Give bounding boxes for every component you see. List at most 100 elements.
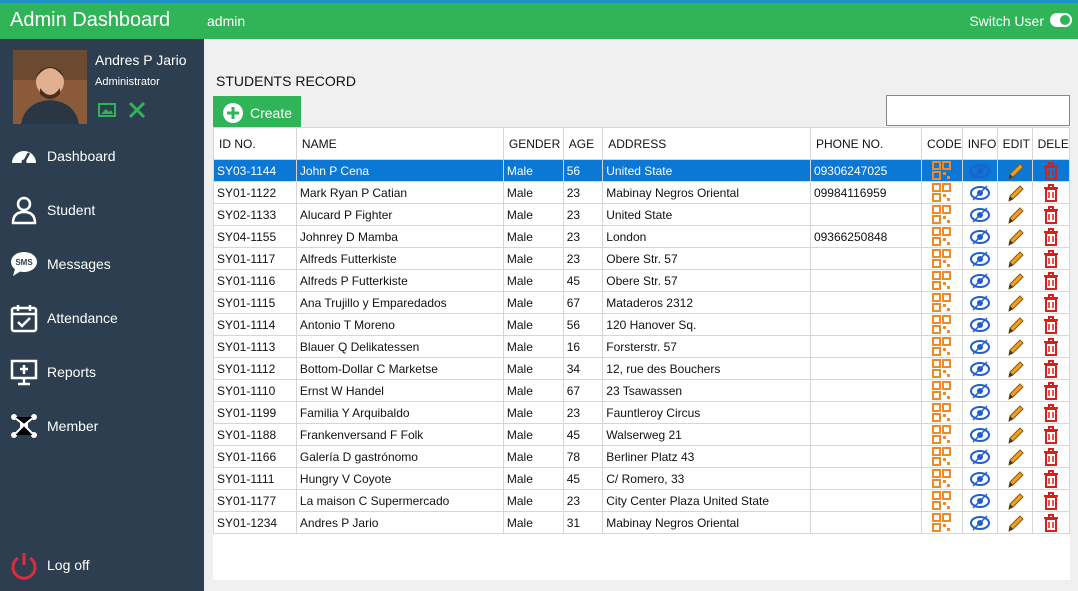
action-cell[interactable] (961, 225, 998, 248)
nav-item[interactable]: Reports (0, 353, 204, 393)
action-cell[interactable] (1031, 467, 1071, 490)
action-cell[interactable] (1031, 159, 1071, 182)
info-icon[interactable] (969, 403, 990, 423)
action-cell[interactable] (996, 313, 1033, 336)
nav-item[interactable]: Student (0, 191, 204, 231)
table-row[interactable]: SY01-1115 Ana Trujillo y Emparedados Male 6… (213, 291, 1071, 314)
profile-actions[interactable] (98, 101, 156, 119)
delete-icon[interactable] (1041, 205, 1061, 225)
nav-label[interactable]: Messages (47, 256, 111, 272)
switch-user[interactable]: Switch User (969, 13, 1044, 29)
table-row[interactable]: SY01-1177 La maison C Supermercado Male 23 C… (213, 489, 1071, 512)
action-cell[interactable] (996, 489, 1033, 512)
action-cell[interactable] (961, 401, 998, 424)
logoff[interactable]: Log off (0, 546, 204, 586)
code-icon[interactable] (931, 270, 952, 291)
code-icon[interactable] (931, 446, 952, 467)
action-cell[interactable] (1031, 401, 1071, 424)
delete-icon[interactable] (1041, 491, 1061, 511)
action-cell[interactable] (921, 225, 963, 248)
action-cell[interactable] (921, 335, 963, 358)
edit-icon[interactable] (1005, 271, 1025, 291)
action-cell[interactable] (996, 467, 1033, 490)
action-cell[interactable] (961, 203, 998, 226)
action-cell[interactable] (996, 247, 1033, 270)
action-cell[interactable] (996, 291, 1033, 314)
delete-icon[interactable] (1041, 381, 1061, 401)
code-icon[interactable] (931, 380, 952, 401)
action-cell[interactable] (961, 291, 998, 314)
table-row[interactable]: SY02-1133 Alucard P Fighter Male 23 United S… (213, 203, 1071, 226)
action-cell[interactable] (921, 445, 963, 468)
edit-icon[interactable] (1005, 381, 1025, 401)
table-row[interactable]: SY01-1112 Bottom-Dollar C Marketse Male 34 1… (213, 357, 1071, 380)
action-cell[interactable] (996, 269, 1033, 292)
action-cell[interactable] (921, 291, 963, 314)
delete-icon[interactable] (1041, 315, 1061, 335)
info-icon[interactable] (969, 491, 990, 511)
action-cell[interactable] (1031, 269, 1071, 292)
delete-icon[interactable] (1041, 161, 1061, 181)
edit-icon[interactable] (1005, 227, 1025, 247)
action-cell[interactable] (996, 203, 1033, 226)
edit-icon[interactable] (1005, 513, 1025, 533)
action-cell[interactable] (921, 467, 963, 490)
action-cell[interactable] (1031, 445, 1071, 468)
code-icon[interactable] (931, 358, 952, 379)
table-row[interactable]: SY04-1155 Johnrey D Mamba Male 23 London 0936… (213, 225, 1071, 248)
action-cell[interactable] (921, 511, 963, 534)
create-button[interactable]: Create (213, 96, 301, 127)
delete-icon[interactable] (1041, 513, 1061, 533)
action-cell[interactable] (1031, 357, 1071, 380)
action-cell[interactable] (1031, 489, 1071, 512)
table-row[interactable]: SY01-1110 Ernst W Handel Male 67 23 Tsawasse… (213, 379, 1071, 402)
info-icon[interactable] (969, 293, 990, 313)
create-label[interactable]: Create (250, 105, 293, 121)
info-icon[interactable] (969, 205, 990, 225)
edit-icon[interactable] (1005, 249, 1025, 269)
nav-label[interactable]: Dashboard (47, 148, 116, 164)
delete-icon[interactable] (1041, 359, 1061, 379)
nav-item[interactable]: Member (0, 407, 204, 447)
action-cell[interactable] (961, 159, 998, 182)
info-icon[interactable] (969, 469, 990, 489)
delete-icon[interactable] (1041, 183, 1061, 203)
action-cell[interactable] (996, 181, 1033, 204)
nav-label[interactable]: Member (47, 418, 99, 434)
action-cell[interactable] (1031, 291, 1071, 314)
action-cell[interactable] (1031, 181, 1071, 204)
edit-icon[interactable] (1005, 469, 1025, 489)
info-icon[interactable] (969, 227, 990, 247)
action-cell[interactable] (961, 269, 998, 292)
action-cell[interactable] (1031, 335, 1071, 358)
action-cell[interactable] (961, 423, 998, 446)
action-cell[interactable] (1031, 313, 1071, 336)
info-icon[interactable] (969, 513, 990, 533)
table-row[interactable]: SY01-1113 Blauer Q Delikatessen Male 16 Fors… (213, 335, 1071, 358)
action-cell[interactable] (961, 357, 998, 380)
info-icon[interactable] (969, 183, 990, 203)
table-row[interactable]: SY01-1114 Antonio T Moreno Male 56 120 Hanov… (213, 313, 1071, 336)
table-row[interactable]: SY01-1166 Galería D gastrónomo Male 78 Berli… (213, 445, 1071, 468)
action-cell[interactable] (996, 445, 1033, 468)
code-icon[interactable] (931, 402, 952, 423)
delete-icon[interactable] (1041, 425, 1061, 445)
nav-label[interactable]: Attendance (47, 310, 118, 326)
delete-icon[interactable] (1041, 271, 1061, 291)
edit-icon[interactable] (1005, 337, 1025, 357)
code-icon[interactable] (931, 160, 952, 181)
action-cell[interactable] (996, 511, 1033, 534)
code-icon[interactable] (931, 292, 952, 313)
table-row[interactable]: SY01-1116 Alfreds P Futterkiste Male 45 Ober… (213, 269, 1071, 292)
info-icon[interactable] (969, 359, 990, 379)
code-icon[interactable] (931, 314, 952, 335)
action-cell[interactable] (1031, 247, 1071, 270)
delete-icon[interactable] (1041, 403, 1061, 423)
action-cell[interactable] (996, 335, 1033, 358)
action-cell[interactable] (996, 379, 1033, 402)
action-cell[interactable] (996, 423, 1033, 446)
action-cell[interactable] (996, 225, 1033, 248)
edit-icon[interactable] (1005, 447, 1025, 467)
edit-icon[interactable] (1005, 491, 1025, 511)
code-icon[interactable] (931, 248, 952, 269)
